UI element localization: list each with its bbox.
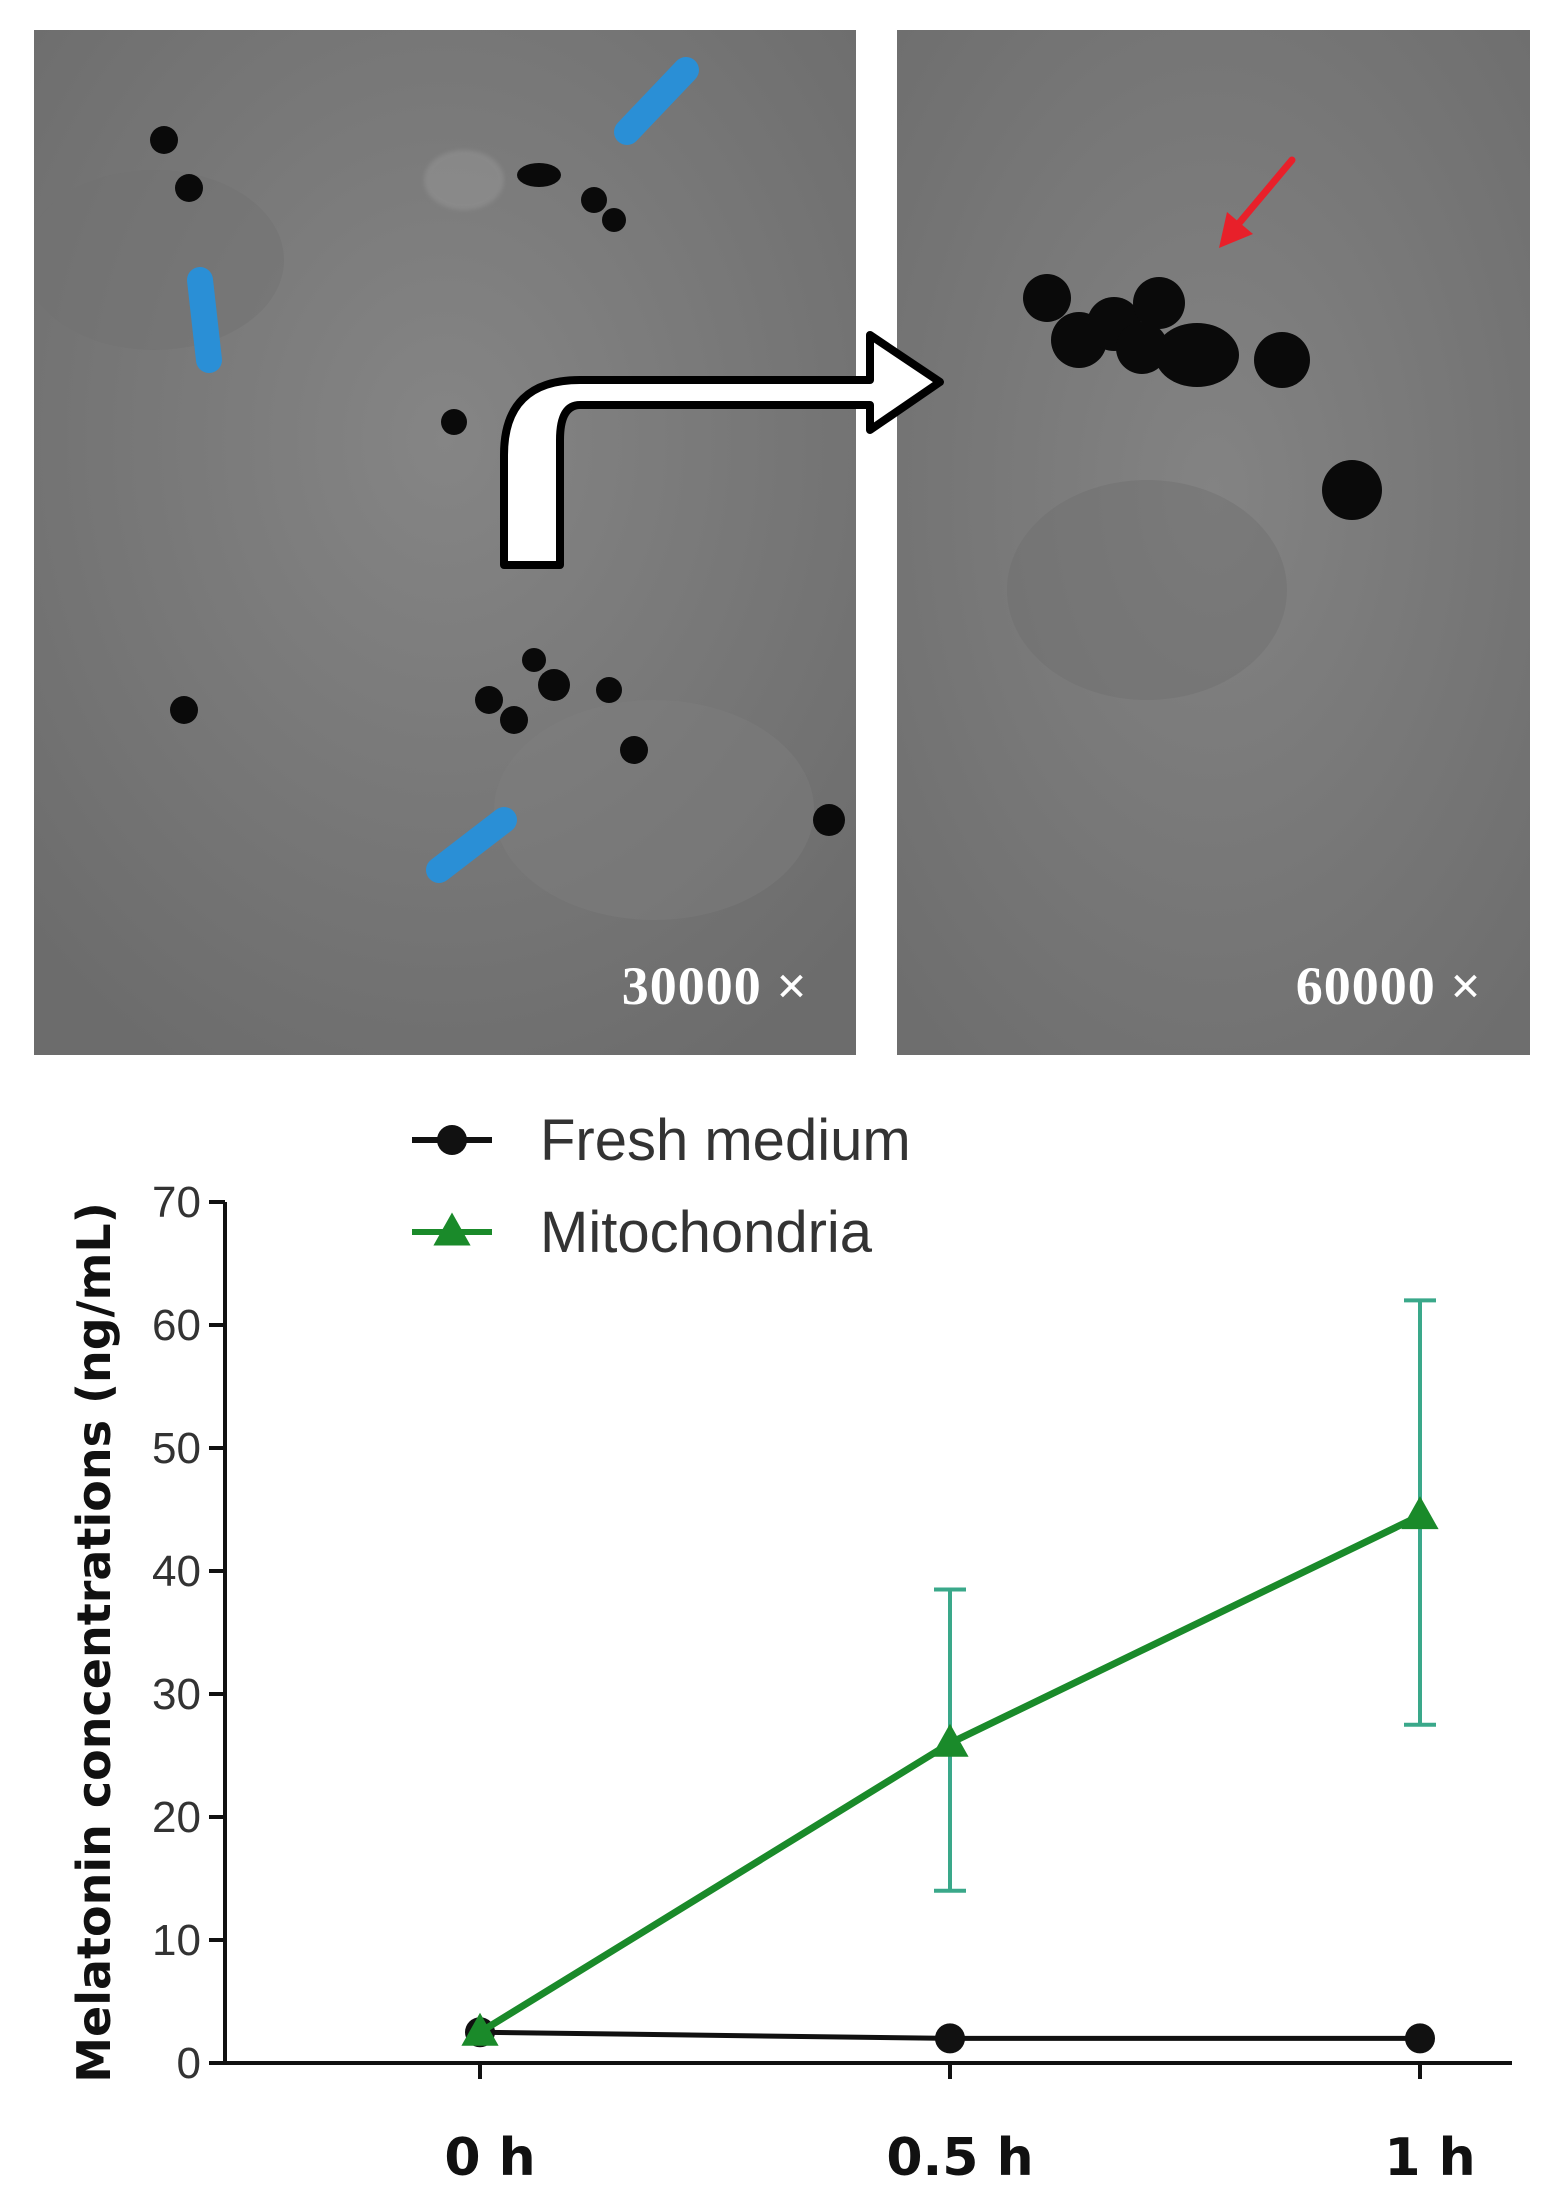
red-pointer-arrow-icon (1219, 156, 1296, 248)
micrograph-60000x: 60000 × (897, 30, 1530, 1055)
y-tick-label: 70 (152, 1178, 201, 1227)
micrograph-left-image (34, 30, 856, 1055)
x-tick-label: 0 h (444, 2128, 535, 2188)
y-tick-label: 40 (152, 1547, 201, 1596)
melatonin-line-chart: Melatonin concentrations (ng/mL) 0 10 20 30… (67, 1108, 1512, 2188)
x-axis-ticks: 0 h 0.5 h 1 h (444, 2063, 1476, 2188)
particles-right (1023, 274, 1382, 520)
legend-item: Mitochondria (412, 1200, 873, 1265)
y-tick-label: 20 (152, 1793, 201, 1842)
data-point-marker (935, 2023, 965, 2054)
y-tick-label: 50 (152, 1424, 201, 1473)
highlighted-mitochondria-left (187, 57, 699, 883)
data-point-marker (433, 1212, 471, 1246)
data-point-marker (1405, 2023, 1435, 2054)
y-tick-label: 30 (152, 1670, 201, 1719)
magnification-label-left: 30000 × (621, 956, 808, 1016)
chart-series (461, 1298, 1439, 2054)
data-point-marker (461, 2012, 499, 2046)
data-point-marker (437, 1125, 467, 1155)
y-axis-ticks: 0 10 20 30 40 50 60 70 (152, 1178, 225, 2088)
x-tick-label: 1 h (1384, 2128, 1475, 2188)
legend-label: Mitochondria (540, 1200, 873, 1265)
y-tick-label: 60 (152, 1301, 201, 1350)
y-tick-label: 0 (177, 2039, 201, 2088)
y-axis-title-text: Melatonin concentrations (ng/mL) (67, 1202, 121, 2082)
legend-item: Fresh medium (412, 1108, 911, 1173)
data-point-marker (931, 1723, 969, 1757)
legend-label: Fresh medium (540, 1108, 911, 1173)
series-fresh-medium (465, 2017, 1435, 2054)
chart-legend: Fresh medium Mitochondria (412, 1108, 911, 1265)
magnification-label-right: 60000 × (1295, 956, 1482, 1016)
micrograph-right-image (897, 30, 1530, 1055)
micrograph-30000x: 30000 × (34, 30, 856, 1055)
particles-left (150, 126, 845, 836)
x-tick-label: 0.5 h (886, 2128, 1033, 2188)
y-axis-title: Melatonin concentrations (ng/mL) (67, 1202, 121, 2082)
data-point-marker (1401, 1496, 1439, 1530)
series-mitochondria (461, 1298, 1439, 2046)
chart-axes (223, 1202, 1512, 2065)
bent-arrow-icon (500, 331, 944, 569)
y-tick-label: 10 (152, 1916, 201, 1965)
